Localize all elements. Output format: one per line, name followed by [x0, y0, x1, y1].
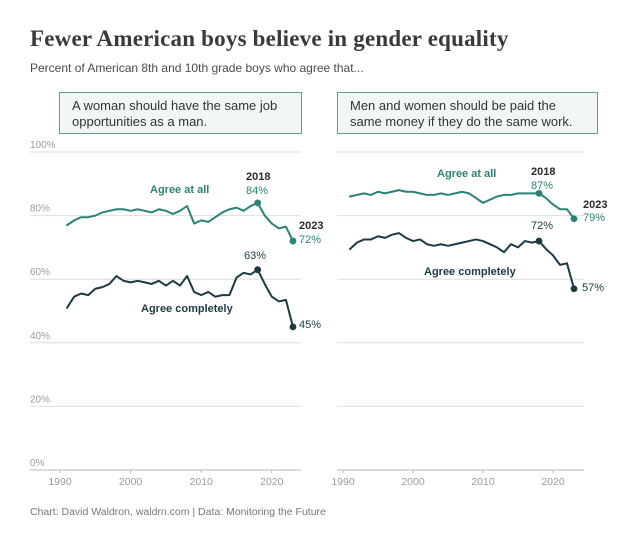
- data-point-dot: [535, 237, 543, 245]
- x-tick-label: 2010: [190, 476, 214, 488]
- page-title: Fewer American boys believe in gender eq…: [30, 26, 509, 51]
- x-tick-label: 2020: [260, 476, 284, 488]
- data-point-dot: [535, 189, 543, 197]
- data-point-dot: [289, 237, 297, 245]
- data-point-dot: [254, 199, 262, 207]
- x-tick-label: 2000: [401, 476, 425, 488]
- y-tick-label: 20%: [30, 394, 50, 405]
- y-tick-label: 80%: [30, 204, 50, 215]
- data-point-dot: [570, 215, 578, 223]
- y-tick-label: 60%: [30, 267, 50, 278]
- question-box-right: Men and women should be paid the same mo…: [337, 92, 598, 134]
- y-tick-label: 0%: [30, 458, 45, 469]
- x-tick-label: 1990: [48, 476, 72, 488]
- x-tick-label: 1990: [331, 476, 355, 488]
- source-credit: Chart: David Waldron, waldrn.com | Data:…: [30, 506, 326, 518]
- panel-chart-1: 1990 2000 2010 2020: [331, 151, 584, 488]
- series-line-0: [66, 201, 294, 243]
- data-point-dot: [570, 285, 578, 293]
- x-tick-label: 2020: [541, 476, 565, 488]
- x-tick-label: 2000: [119, 476, 143, 488]
- panel-chart-0: 0% 20% 40% 60% 80% 100% 1990 2000 2010 2020: [30, 140, 301, 488]
- data-point-dot: [254, 266, 262, 274]
- question-box-left: A woman should have the same job opportu…: [59, 92, 302, 134]
- y-tick-label: 40%: [30, 331, 50, 342]
- data-point-dot: [289, 323, 297, 331]
- series-line-1: [66, 268, 294, 328]
- page-subtitle: Percent of American 8th and 10th grade b…: [30, 61, 364, 75]
- y-tick-label: 100%: [30, 140, 56, 151]
- x-tick-label: 2010: [471, 476, 495, 488]
